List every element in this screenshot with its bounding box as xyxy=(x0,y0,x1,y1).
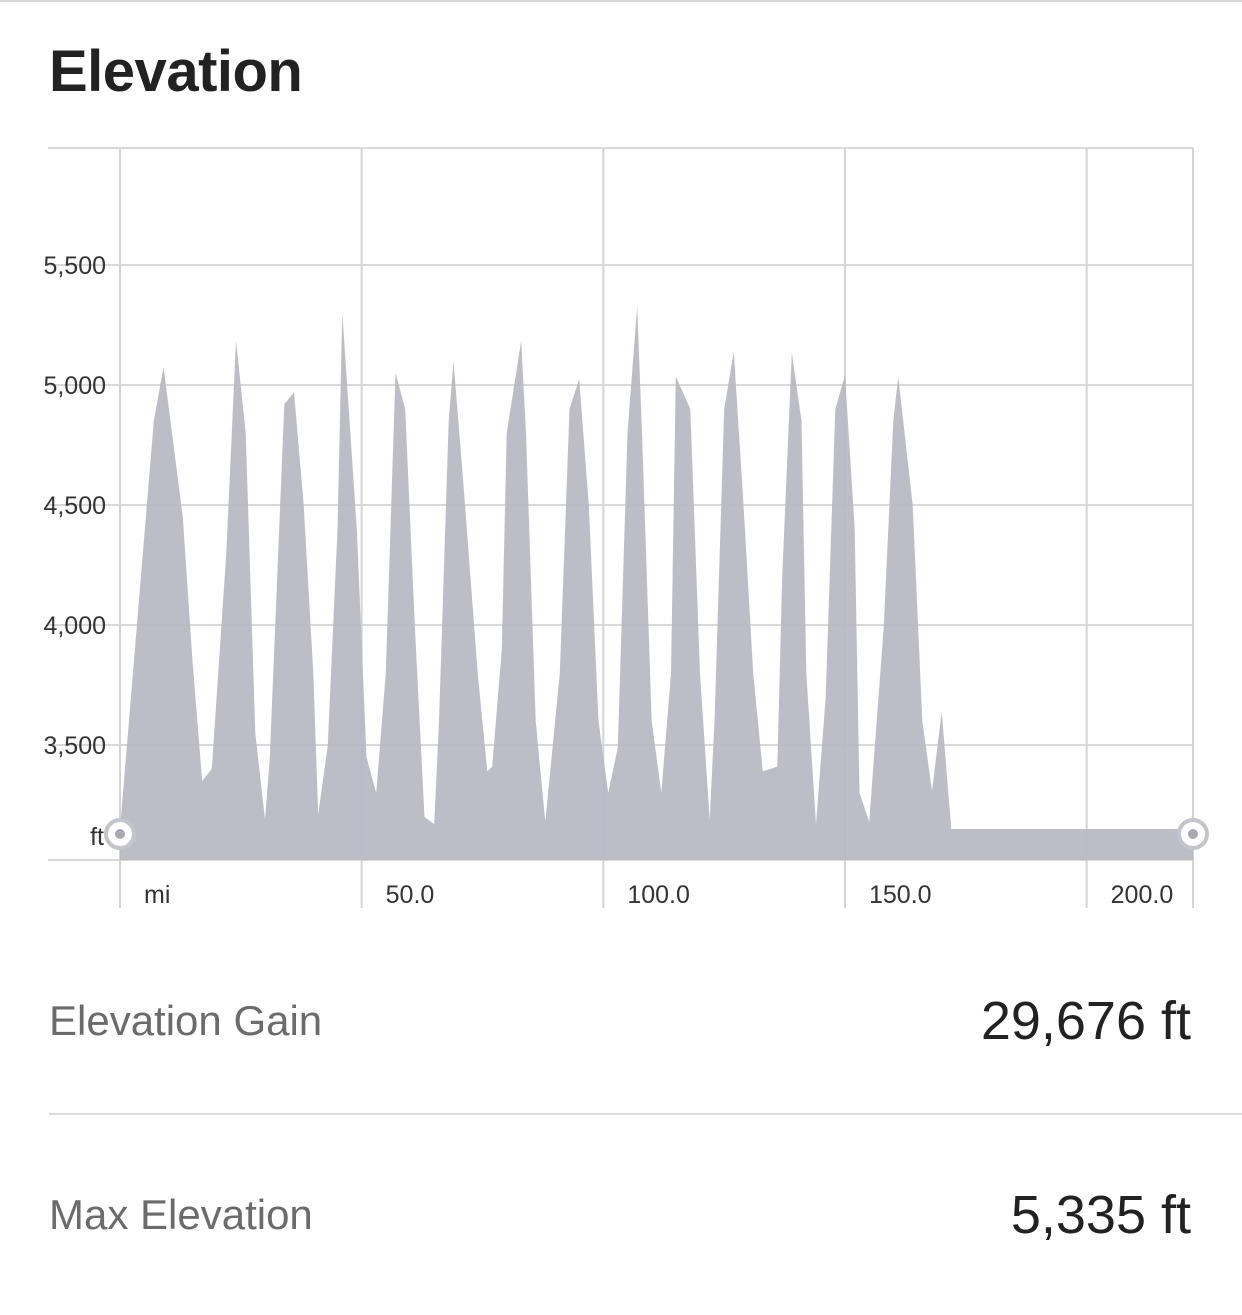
max-elevation-value: 5,335 ft xyxy=(1010,1185,1191,1245)
elevation-gain-value: 29,676 ft xyxy=(980,991,1191,1051)
stats-divider xyxy=(49,1113,1242,1115)
page-title: Elevation xyxy=(49,39,303,104)
elevation-area xyxy=(120,305,1193,860)
x-tick-label: 100.0 xyxy=(627,881,690,909)
chart-handles xyxy=(104,818,1209,850)
range-end-handle-dot xyxy=(1188,829,1198,839)
y-tick-label: 5,000 xyxy=(43,372,106,400)
x-tick-label: 50.0 xyxy=(386,881,435,909)
y-tick-label: 4,000 xyxy=(43,612,106,640)
x-tick-label: 150.0 xyxy=(869,881,932,909)
y-tick-label: 5,500 xyxy=(43,252,106,280)
range-start-handle-dot xyxy=(115,829,125,839)
y-tick-label: 4,500 xyxy=(43,492,106,520)
chart-area-layer xyxy=(120,305,1193,860)
max-elevation-row: Max Elevation 5,335 ft xyxy=(49,1175,1191,1255)
chart-labels: 3,500 4,000 4,500 5,000 5,500 50.0 100.0 150.0 2… xyxy=(43,252,1173,909)
max-elevation-label: Max Elevation xyxy=(49,1191,313,1238)
x-axis-unit-label: mi xyxy=(144,881,170,909)
elevation-chart: 3,500 4,000 4,500 5,000 5,500 50.0 100.0 150.0 2… xyxy=(43,147,1209,909)
x-tick-label: 200.0 xyxy=(1111,881,1174,909)
elevation-gain-label: Elevation Gain xyxy=(49,997,323,1044)
y-axis-unit-label: ft xyxy=(90,823,104,851)
y-tick-label: 3,500 xyxy=(43,732,106,760)
elevation-gain-row: Elevation Gain 29,676 ft xyxy=(49,981,1191,1061)
top-rule xyxy=(0,0,1242,2)
